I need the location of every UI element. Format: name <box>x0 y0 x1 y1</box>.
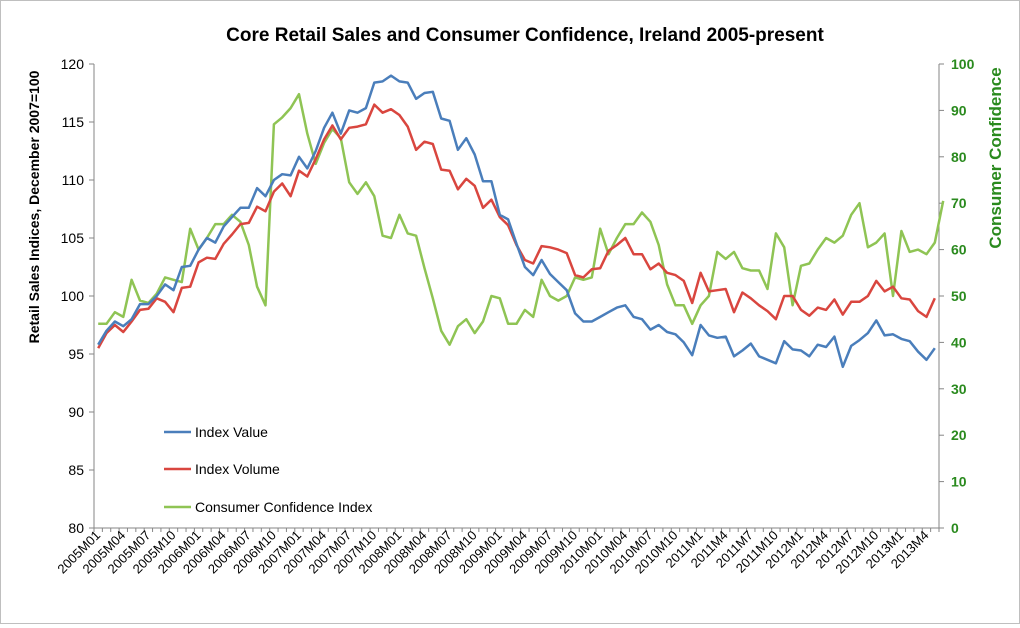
right-axis-tick-label: 60 <box>951 242 967 258</box>
left-axis-tick-label: 115 <box>62 114 85 130</box>
left-axis-tick-label: 90 <box>68 404 84 420</box>
left-axis-tick-label: 85 <box>68 462 84 478</box>
legend-label: Consumer Confidence Index <box>195 499 372 515</box>
right-axis-label: Consumer Confidence <box>986 67 1005 248</box>
left-axis-label: Retail Sales Indices, December 2007=100 <box>26 70 42 343</box>
legend-label: Index Volume <box>195 461 280 477</box>
left-axis-tick-label: 95 <box>68 346 84 362</box>
right-axis-tick-label: 40 <box>951 334 967 350</box>
left-axis-tick-label: 105 <box>61 230 85 246</box>
chart-title: Core Retail Sales and Consumer Confidenc… <box>226 25 824 46</box>
right-axis-tick-label: 0 <box>951 520 959 536</box>
right-axis-tick-label: 70 <box>951 195 967 211</box>
right-axis-tick-label: 30 <box>951 381 967 397</box>
series-lines <box>97 74 945 369</box>
series-line-consumer-confidence-index <box>98 92 945 346</box>
right-axis-tick-label: 20 <box>951 427 967 443</box>
left-axis-tick-label: 120 <box>61 56 85 72</box>
left-axis-tick-label: 80 <box>68 520 84 536</box>
right-axis-tick-label: 90 <box>951 102 967 118</box>
legend: Index Value Index Volume Consumer Confiden… <box>164 424 372 515</box>
legend-label: Index Value <box>195 424 268 440</box>
left-axis-tick-label: 100 <box>61 288 85 304</box>
right-axis-tick-label: 10 <box>951 474 967 490</box>
right-axis-tick-label: 50 <box>951 288 967 304</box>
left-axis-tick-label: 110 <box>62 172 85 188</box>
right-axis-tick-label: 100 <box>951 56 975 72</box>
right-axis-tick-label: 80 <box>951 149 967 165</box>
axes-group: 80 85 90 95 100 105 110 115 120 0 10 20 30 40 50 60 70 80… <box>54 56 974 576</box>
series-line-index-value <box>97 74 936 369</box>
